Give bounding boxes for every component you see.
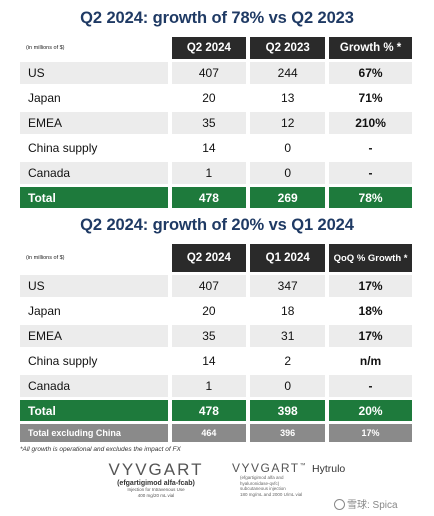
cell-value: 13 (246, 87, 326, 109)
header-qoq-growth: QoQ % Growth * (325, 244, 412, 272)
table-row: US 407 244 67% (20, 62, 412, 84)
row-label: Japan (20, 300, 168, 322)
total-growth: 78% (325, 187, 412, 208)
cell-growth: - (325, 375, 412, 397)
cell-value: 20 (167, 87, 247, 109)
total-excluding-china-row: Total excluding China 464 396 17% (20, 424, 412, 442)
cell-value: 407 (167, 62, 247, 84)
header-growth: Growth % * (325, 37, 412, 59)
table-row: Canada 1 0 - (20, 162, 412, 184)
total-value: 398 (246, 400, 326, 421)
cell-value: 347 (246, 275, 326, 297)
row-label: Canada (20, 375, 168, 397)
row-label: EMEA (20, 112, 168, 134)
table1-header-row: (in millions of $) Q2 2024 Q2 2023 Growt… (20, 37, 412, 59)
cell-value: 12 (246, 112, 326, 134)
cell-value: 1 (167, 162, 247, 184)
cell-growth: - (325, 137, 412, 159)
cell-growth: 18% (325, 300, 412, 322)
cell-value: 35 (167, 325, 247, 347)
table-row: EMEA 35 31 17% (20, 325, 412, 347)
row-label: US (20, 62, 168, 84)
cell-value: 0 (246, 375, 326, 397)
cell-value: 35 (167, 112, 247, 134)
total-excl-value: 396 (246, 424, 326, 442)
cell-value: 0 (246, 162, 326, 184)
vyvgart-line2: 400 mg/20 mL vial (137, 493, 175, 498)
hytrulo-generic2: hyaluronidase-qvfc) (240, 480, 280, 486)
table2-header-row: (in millions of $) Q2 2024 Q1 2024 QoQ %… (20, 244, 412, 272)
total-value: 269 (246, 187, 326, 208)
growth-vs-q1-2024-table: (in millions of $) Q2 2024 Q1 2024 QoQ %… (20, 244, 412, 442)
cell-value: 2 (246, 350, 326, 372)
unit-note: (in millions of $) (26, 255, 65, 261)
cell-growth: 67% (325, 62, 412, 84)
growth-vs-q2-2023-table: (in millions of $) Q2 2024 Q2 2023 Growt… (20, 37, 412, 208)
table-row: Japan 20 18 18% (20, 300, 412, 322)
table-row: US 407 347 17% (20, 275, 412, 297)
vyvgart-generic: (efgartigimod alfa-fcab) (117, 480, 195, 487)
header-q2-2023: Q2 2023 (246, 37, 326, 59)
table1-title: Q2 2024: growth of 78% vs Q2 2023 (80, 9, 354, 27)
vyvgart-logo: VYVGART (efgartigimod alfa-fcab) Injecti… (106, 460, 206, 499)
row-label: EMEA (20, 325, 168, 347)
total-label: Total (20, 187, 168, 208)
row-label: China supply (20, 137, 168, 159)
row-label: Japan (20, 87, 168, 109)
cell-growth: 17% (325, 325, 412, 347)
total-growth: 20% (325, 400, 412, 421)
vyvgart-brand: VYVGART (108, 460, 204, 479)
unit-note: (in millions of $) (26, 45, 65, 51)
row-label: Canada (20, 162, 168, 184)
table-row: Japan 20 13 71% (20, 87, 412, 109)
row-label: US (20, 275, 168, 297)
header-q2-2024: Q2 2024 (167, 244, 247, 272)
hytrulo-brand: VYVGART (232, 461, 300, 475)
cell-value: 0 (246, 137, 326, 159)
cell-growth: 210% (325, 112, 412, 134)
hytrulo-line1: subcutaneous injection (240, 486, 286, 491)
trademark-icon: ™ (299, 463, 308, 469)
table2-title: Q2 2024: growth of 20% vs Q1 2024 (80, 216, 354, 234)
cell-growth: - (325, 162, 412, 184)
table-row: Canada 1 0 - (20, 375, 412, 397)
table-row: EMEA 35 12 210% (20, 112, 412, 134)
watermark-text: 雪球: Spica (347, 500, 398, 511)
cell-value: 14 (167, 137, 247, 159)
cell-growth: n/m (325, 350, 412, 372)
total-label: Total (20, 400, 168, 421)
table-row: China supply 14 0 - (20, 137, 412, 159)
snowball-icon (334, 499, 345, 510)
total-excl-label: Total excluding China (20, 424, 168, 442)
vyvgart-hytrulo-logo: VYVGART™ Hytrulo (efgartigimod alfa and … (232, 461, 352, 497)
cell-value: 14 (167, 350, 247, 372)
cell-value: 31 (246, 325, 326, 347)
total-excl-growth: 17% (325, 424, 412, 442)
cell-value: 20 (167, 300, 247, 322)
watermark: 雪球: Spica (334, 496, 398, 511)
total-row: Total 478 269 78% (20, 187, 412, 208)
row-label: China supply (20, 350, 168, 372)
cell-value: 407 (167, 275, 247, 297)
header-q1-2024: Q1 2024 (246, 244, 326, 272)
cell-value: 18 (246, 300, 326, 322)
cell-value: 1 (167, 375, 247, 397)
cell-value: 244 (246, 62, 326, 84)
hytrulo-suffix: Hytrulo (311, 463, 346, 475)
total-value: 478 (167, 400, 247, 421)
vyvgart-line1: Injection for Intravenous Use (127, 487, 185, 492)
total-excl-value: 464 (167, 424, 247, 442)
table-row: China supply 14 2 n/m (20, 350, 412, 372)
footnote: *All growth is operational and excludes … (20, 446, 181, 453)
total-value: 478 (167, 187, 247, 208)
cell-growth: 17% (325, 275, 412, 297)
total-row: Total 478 398 20% (20, 400, 412, 421)
hytrulo-generic1: (efgartigimod alfa and (240, 475, 284, 480)
cell-growth: 71% (325, 87, 412, 109)
hytrulo-line2: 180 mg/mL and 2000 U/mL vial (240, 491, 303, 497)
header-q2-2024: Q2 2024 (167, 37, 247, 59)
